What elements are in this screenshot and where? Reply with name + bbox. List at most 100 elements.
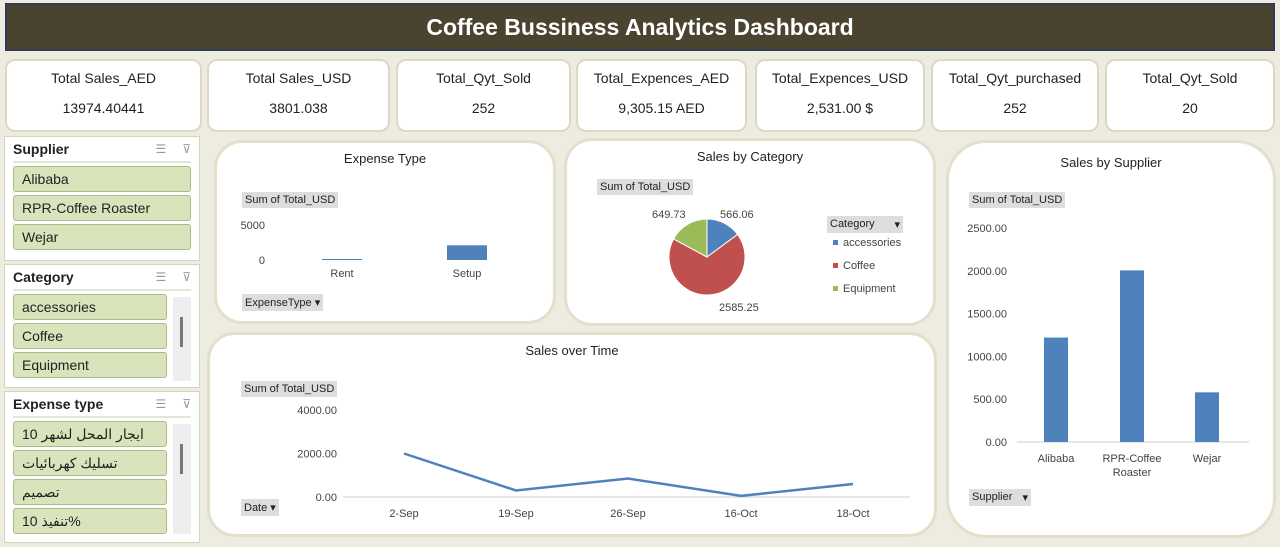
x-tick-label: 18-Oct	[836, 508, 869, 520]
kpi-card: Total Sales_USD 3801.038	[207, 59, 390, 132]
bar	[1044, 337, 1068, 442]
chart-title: Sales by Category	[696, 149, 804, 164]
y-tick-label: 2000.00	[297, 449, 337, 461]
sales-by-category-chart: Sales by Category Sum of Total_USD Categ…	[564, 138, 936, 326]
multi-select-icon[interactable]: ☰	[155, 142, 167, 156]
data-label: 649.73	[652, 209, 686, 221]
multi-select-icon[interactable]: ☰	[155, 397, 167, 411]
slicer-item[interactable]: Equipment	[13, 352, 167, 378]
scrollbar[interactable]	[173, 297, 191, 381]
x-tick-label: Wejar	[1193, 453, 1222, 465]
legend-marker	[833, 263, 838, 268]
kpi-value: 252	[471, 100, 496, 116]
kpi-value: 13974.40441	[62, 100, 145, 116]
y-tick-label: 2000.00	[967, 266, 1007, 278]
kpi-card: Total Sales_AED 13974.40441	[5, 59, 202, 132]
y-tick-label: 500.00	[973, 394, 1007, 406]
data-label: 566.06	[720, 209, 754, 221]
filter-label: Category	[830, 218, 875, 230]
y-tick-label: 0.00	[986, 437, 1007, 449]
kpi-label: Total_Qyt_purchased	[948, 70, 1082, 86]
multi-select-icon[interactable]: ☰	[155, 270, 167, 284]
x-tick-label: Alibaba	[1038, 453, 1076, 465]
kpi-label: Total Sales_AED	[50, 70, 157, 86]
slicer-title: Expense type	[13, 396, 104, 412]
chart-title: Expense Type	[343, 151, 427, 166]
y-tick-label: 0.00	[316, 492, 337, 504]
supplier-filter[interactable]: Supplier ▾	[969, 489, 1031, 506]
y-tick-label: 2500.00	[967, 223, 1007, 235]
legend-marker	[833, 240, 838, 245]
clear-filter-icon[interactable]: ⊽	[182, 397, 191, 411]
x-tick-label: 16-Oct	[724, 508, 757, 520]
slicer-item[interactable]: accessories	[13, 294, 167, 320]
pie-slice	[672, 218, 708, 258]
category-filter[interactable]: Category ▾	[827, 216, 903, 233]
kpi-card: Total_Expences_USD 2,531.00 $	[755, 59, 925, 132]
sales-over-time-chart: Sales over Time Sum of Total_USD Date ▾ …	[207, 332, 937, 537]
y-tick-label: 1000.00	[967, 351, 1007, 363]
x-tick-label: RPR-Coffee Roaster	[1102, 453, 1161, 479]
y-tick-label: 0	[259, 255, 265, 267]
pie-slice	[668, 233, 746, 296]
y-tick-label: 4000.00	[297, 405, 337, 417]
date-filter[interactable]: Date ▾	[241, 499, 279, 516]
bar	[1195, 392, 1219, 442]
clear-filter-icon[interactable]: ⊽	[182, 270, 191, 284]
x-tick-label: 26-Sep	[610, 508, 645, 520]
clear-filter-icon[interactable]: ⊽	[182, 142, 191, 156]
kpi-label: Total_Qyt_Sold	[1142, 70, 1238, 86]
slicer-item[interactable]: Coffee	[13, 323, 167, 349]
field-button[interactable]: Sum of Total_USD	[597, 179, 694, 195]
kpi-label: Total_Expences_AED	[593, 70, 730, 86]
legend-label: Equipment	[843, 283, 896, 295]
legend-label: accessories	[843, 237, 902, 249]
kpi-label: Total_Qyt_Sold	[436, 70, 531, 86]
chart-title: Sales by Supplier	[1060, 155, 1162, 170]
bar	[447, 245, 487, 260]
slicer-title: Category	[13, 269, 74, 285]
category-slicer: Category ☰ ⊽ accessories Coffee Equipment	[4, 264, 200, 388]
supplier-slicer: Supplier ☰ ⊽ Alibaba RPR-Coffee Roaster We…	[4, 136, 200, 261]
filter-label: Date	[244, 502, 268, 514]
kpi-card: Total_Qyt_purchased 252	[931, 59, 1099, 132]
scrollbar[interactable]	[173, 424, 191, 534]
kpi-label: Total_Expences_USD	[771, 70, 909, 86]
legend-label: Coffee	[843, 260, 875, 272]
slicer-item[interactable]: تنفيذ 10%	[13, 508, 167, 534]
bar	[1120, 270, 1144, 442]
expense-type-slicer: Expense type ☰ ⊽ ايجار المحل لشهر 10 تسليك…	[4, 391, 200, 543]
slicer-item[interactable]: RPR-Coffee Roaster	[13, 195, 191, 221]
y-tick-label: 5000	[241, 220, 265, 232]
slicer-item[interactable]: Alibaba	[13, 166, 191, 192]
slicer-item[interactable]: ايجار المحل لشهر 10	[13, 421, 167, 447]
legend-marker	[833, 286, 838, 291]
pie-slice	[706, 218, 739, 258]
kpi-value: 2,531.00 $	[806, 100, 874, 116]
filter-label: Supplier	[972, 491, 1013, 503]
slicer-item[interactable]: تصميم	[13, 479, 167, 505]
x-tick-label: Setup	[453, 268, 482, 280]
field-button[interactable]: Sum of Total_USD	[969, 192, 1066, 208]
x-tick-label: Rent	[330, 268, 353, 280]
field-button[interactable]: Sum of Total_USD	[242, 192, 339, 208]
kpi-card: Total_Expences_AED 9,305.15 AED	[576, 59, 747, 132]
field-button[interactable]: Sum of Total_USD	[241, 381, 338, 397]
slicer-item[interactable]: Wejar	[13, 224, 191, 250]
y-tick-label: 1500.00	[967, 309, 1007, 321]
kpi-card: Total_Qyt_Sold 252	[396, 59, 571, 132]
series-line	[403, 452, 854, 498]
page-title: Coffee Bussiness Analytics Dashboard	[426, 13, 854, 40]
chart-title: Sales over Time	[525, 343, 619, 358]
bar	[322, 259, 362, 260]
data-label: 2585.25	[719, 302, 759, 314]
expense-type-chart: Expense Type Sum of Total_USD ExpenseTyp…	[214, 140, 556, 324]
slicer-title: Supplier	[13, 141, 70, 157]
kpi-value: 252	[1003, 100, 1027, 116]
x-tick-label: 2-Sep	[389, 508, 418, 520]
kpi-label: Total Sales_USD	[245, 70, 352, 86]
filter-label: ExpenseType	[245, 297, 312, 309]
expense-type-filter[interactable]: ExpenseType ▾	[242, 294, 324, 311]
kpi-card: Total_Qyt_Sold 20	[1105, 59, 1275, 132]
slicer-item[interactable]: تسليك كهربائيات	[13, 450, 167, 476]
